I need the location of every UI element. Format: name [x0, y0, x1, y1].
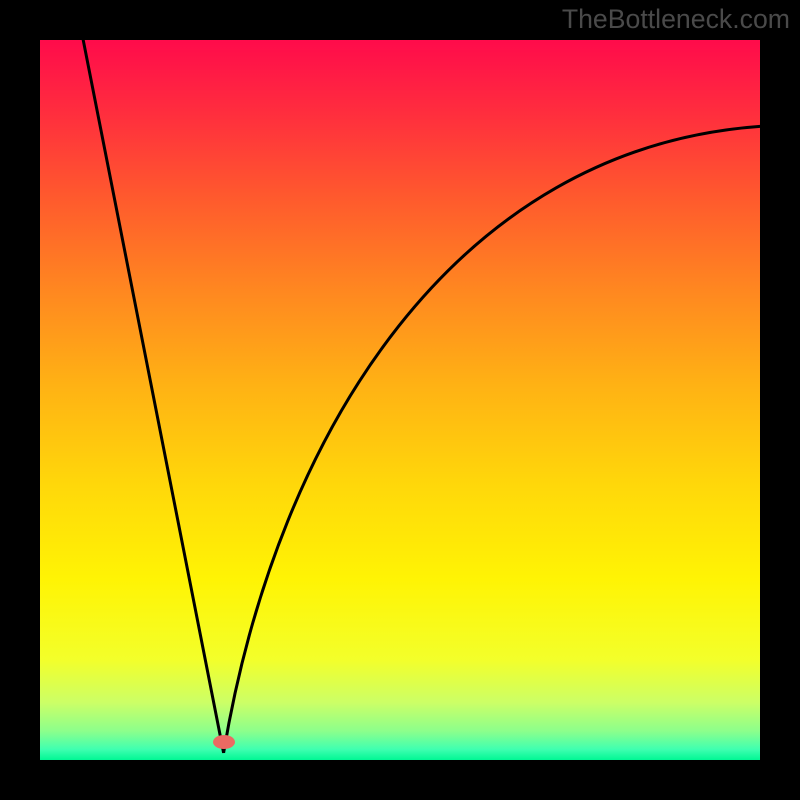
- bottleneck-curve: [83, 40, 760, 753]
- minimum-marker: [213, 735, 235, 749]
- watermark-text: TheBottleneck.com: [562, 4, 790, 35]
- chart-container: TheBottleneck.com: [0, 0, 800, 800]
- curve-layer: [40, 40, 760, 760]
- gradient-plot-area: [40, 40, 760, 760]
